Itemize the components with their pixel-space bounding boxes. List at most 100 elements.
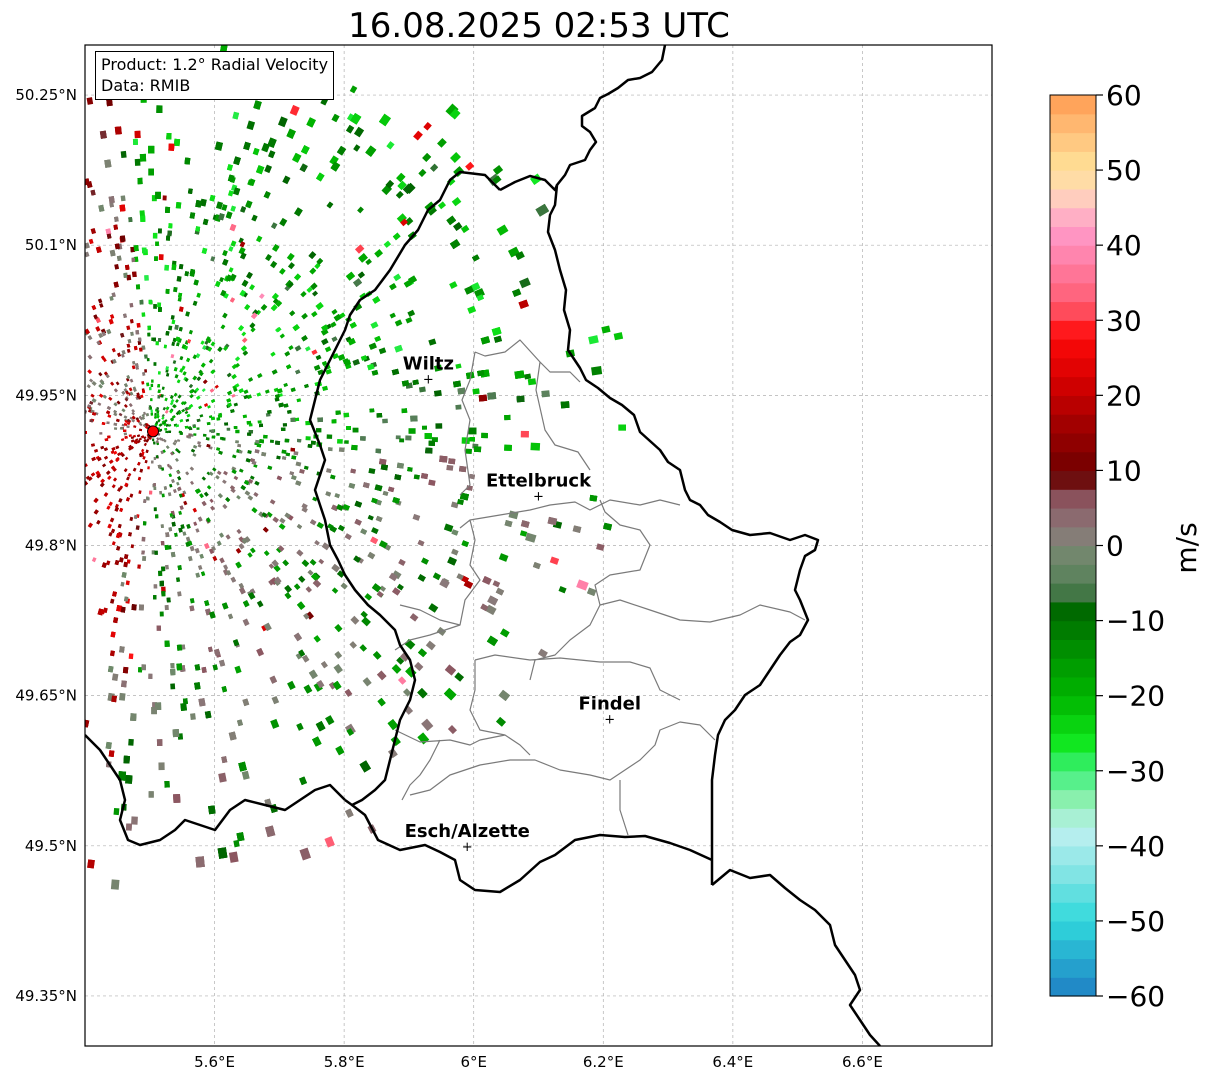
colorbar-unit-label: m/s [1170, 522, 1203, 573]
radar-echo-cell [240, 252, 247, 260]
radar-echo-cell [113, 450, 118, 455]
radar-echo-cell [338, 447, 345, 453]
radar-echo-cell [168, 143, 175, 151]
radar-echo-cell [447, 725, 457, 735]
colorbar-band [1050, 639, 1096, 659]
radar-echo-cell [139, 347, 143, 352]
radar-echo-cell [496, 717, 506, 727]
radar-echo-cell [449, 281, 458, 289]
radar-echo-cell [193, 445, 198, 449]
radar-echo-cell [166, 132, 172, 140]
radar-echo-cell [603, 522, 613, 531]
radar-echo-cell [121, 571, 127, 578]
radar-echo-cell [133, 345, 138, 351]
radar-echo-cell [487, 392, 497, 400]
radar-echo-cell [308, 669, 318, 680]
radar-echo-cell [233, 187, 241, 196]
radar-echo-cell [136, 322, 141, 328]
radar-echo-cell [161, 586, 166, 593]
radar-echo-cell [132, 360, 136, 365]
radar-echo-cell [255, 309, 262, 316]
radar-echo-cell [99, 432, 103, 435]
lon-tick-label: 6°E [460, 1053, 487, 1071]
radar-echo-cell [98, 332, 103, 338]
radar-echo-cell [170, 663, 175, 669]
radar-echo-cell [181, 644, 186, 650]
radar-echo-cell [126, 375, 131, 379]
radar-echo-cell [451, 529, 459, 536]
radar-echo-cell [320, 328, 329, 336]
radar-echo-cell [113, 409, 117, 414]
radar-echo-cell [279, 333, 285, 339]
radar-echo-cell [348, 482, 356, 489]
radar-echo-cell [157, 228, 162, 234]
radar-echo-cell [228, 731, 237, 741]
radar-echo-cell [153, 441, 156, 445]
radar-echo-cell [98, 372, 103, 377]
radar-echo-cell [291, 475, 297, 481]
radar-echo-cell [164, 604, 169, 611]
colorbar-ticks: 60 50 40 30 20 10 0 −10 −20 −30 −40 −50 −60 [1096, 79, 1165, 1013]
radar-echo-cell [212, 664, 218, 671]
radar-echo-cell [152, 232, 158, 239]
radar-echo-cell [370, 536, 379, 545]
radar-echo-cell [257, 373, 263, 379]
radar-echo-cell [115, 418, 120, 423]
radar-echo-cell [375, 448, 382, 454]
radar-echo-cell [405, 435, 412, 441]
radar-echo-cell [226, 427, 231, 431]
radar-echo-cell [118, 412, 123, 417]
radar-echo-cell [216, 470, 222, 476]
radar-echo-cell [387, 486, 395, 493]
radar-echo-cell [189, 545, 195, 552]
radar-echo-cell [201, 666, 207, 674]
radar-echo-cell [410, 415, 418, 422]
radar-echo-cell [176, 379, 181, 384]
radar-echo-cell [261, 624, 268, 632]
radar-echo-cell [190, 480, 195, 485]
radar-echo-cell [129, 302, 134, 308]
radar-echo-cell [371, 583, 382, 593]
radar-echo-cell [244, 536, 251, 543]
radar-echo-cell [208, 805, 216, 815]
radar-echo-cell [143, 436, 147, 440]
radar-echo-cell [161, 467, 165, 471]
radar-echo-cell [329, 155, 339, 166]
radar-echo-cell [420, 472, 429, 480]
radar-echo-cell [179, 505, 184, 510]
radar-echo-cell [220, 289, 227, 297]
radar-echo-cell [331, 419, 337, 424]
radar-echo-cell [398, 558, 406, 566]
radar-echo-cell [123, 468, 128, 473]
radar-echo-cell [131, 416, 136, 420]
colorbar: 60 50 40 30 20 10 0 −10 −20 −30 −40 −50 −60 m/s [1049, 79, 1203, 1013]
radar-echo-cell [126, 823, 132, 831]
radar-echo-cell [120, 438, 125, 442]
radar-echo-cell [153, 456, 157, 460]
radar-echo-cell [228, 267, 234, 273]
radar-echo-cell [433, 390, 442, 397]
radar-echo-cell [251, 507, 258, 514]
radar-echo-cell [253, 463, 258, 468]
radar-echo-cell [98, 383, 103, 389]
radar-echo-cell [165, 532, 170, 538]
radar-echo-cell [130, 436, 135, 440]
radar-echo-cell [282, 456, 287, 460]
radar-echo-cell [179, 368, 184, 373]
radar-echo-cell [240, 206, 247, 213]
radar-echo-cell [91, 398, 97, 403]
radar-echo-cell [294, 345, 302, 352]
radar-echo-cell [165, 564, 169, 570]
radar-echo-cell [407, 467, 413, 472]
radar-echo-cell [136, 434, 141, 438]
radar-echo-cell [176, 481, 180, 486]
radar-echo-cell [221, 602, 229, 610]
radar-echo-cell [111, 528, 116, 534]
colorbar-band [1050, 583, 1096, 603]
radar-echo-cell [111, 541, 116, 546]
radar-echo-cell [154, 412, 157, 416]
radar-echo-cell [367, 363, 375, 371]
radar-echo-cell [286, 252, 295, 261]
radar-echo-cell [520, 520, 530, 528]
radar-echo-cell [170, 315, 175, 320]
